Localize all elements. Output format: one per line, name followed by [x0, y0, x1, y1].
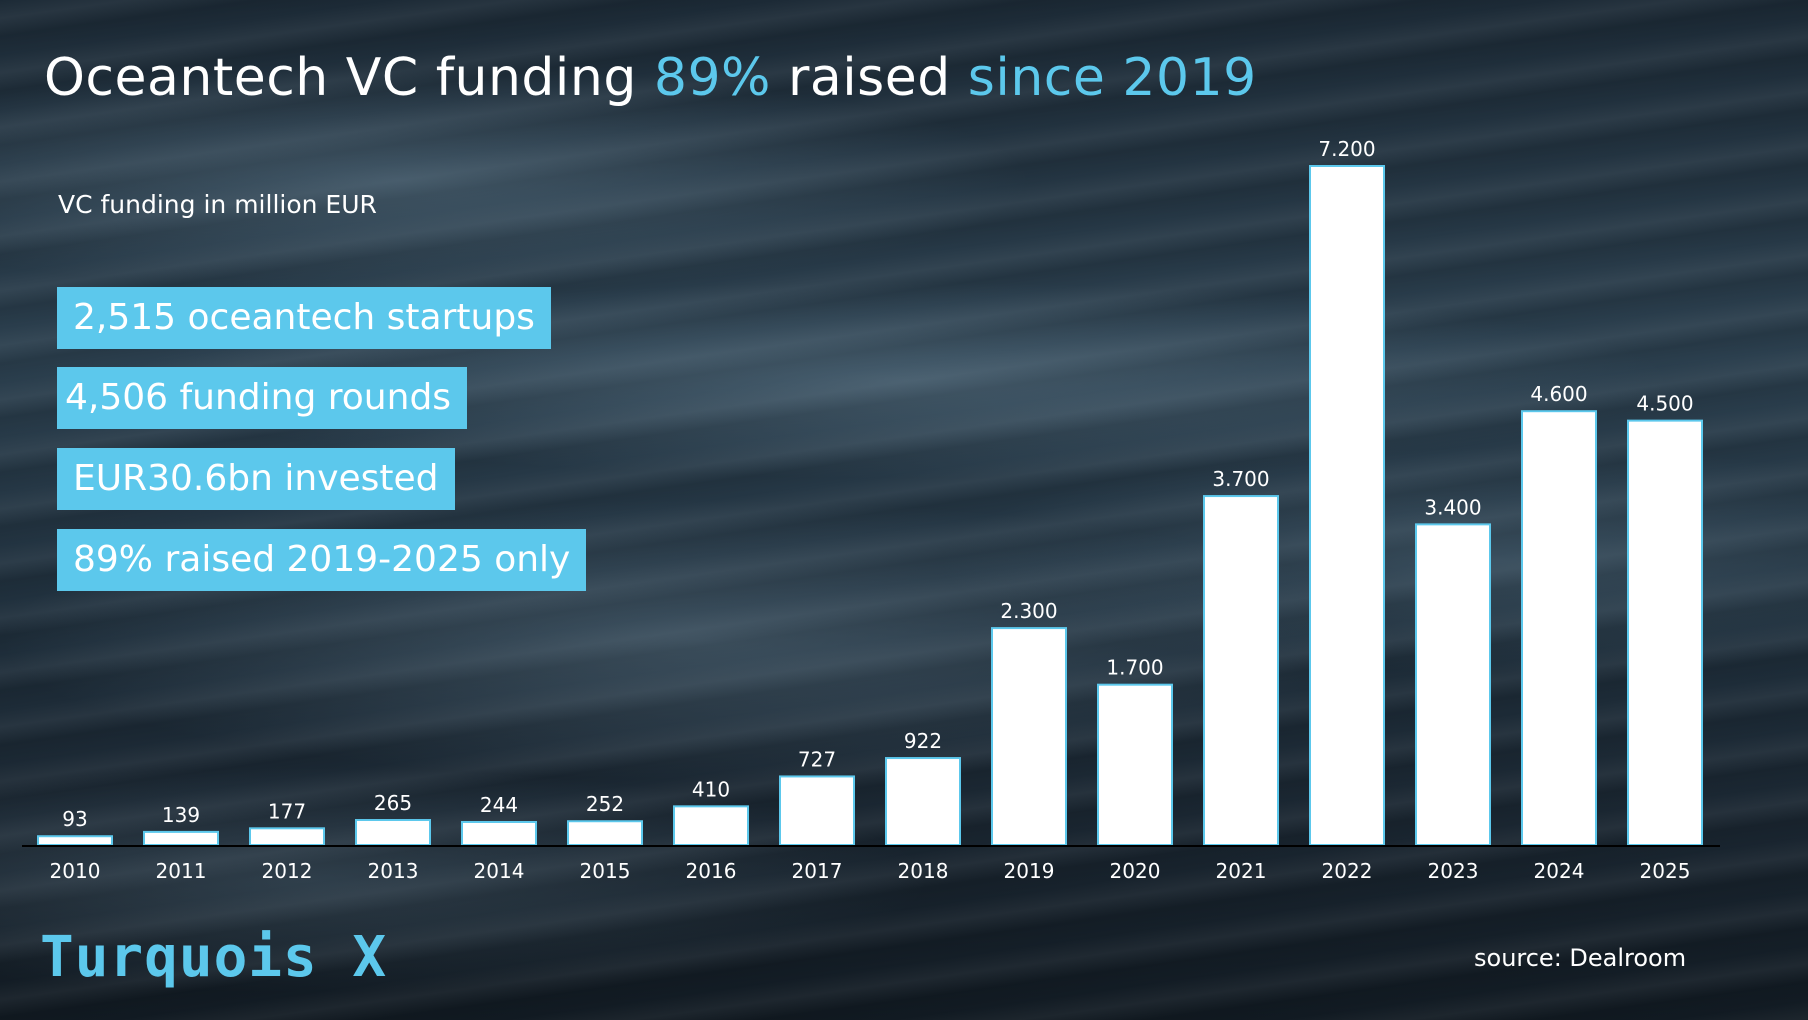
data-label-2014: 244: [480, 793, 518, 817]
data-label-2020: 1.700: [1106, 656, 1163, 680]
x-tick-label-2017: 2017: [792, 859, 843, 883]
y-axis-label: VC funding in million EUR: [58, 190, 377, 219]
data-label-2025: 4.500: [1636, 392, 1693, 416]
stat-badge-invested: EUR30.6bn invested: [57, 448, 455, 510]
bar-2015: [567, 820, 643, 846]
source-note: source: Dealroom: [1474, 944, 1687, 972]
bar-2016: [673, 805, 749, 846]
bar-2010: [37, 835, 113, 846]
x-tick-label-2015: 2015: [580, 859, 631, 883]
page-title: Oceantech VC funding 89% raised since 20…: [44, 48, 1257, 108]
data-label-2022: 7.200: [1318, 137, 1375, 161]
x-tick-label-2025: 2025: [1640, 859, 1691, 883]
stat-badge-rounds: 4,506 funding rounds: [57, 367, 468, 429]
brand-logo: Turquois X: [40, 925, 388, 990]
data-label-2019: 2.300: [1000, 599, 1057, 623]
data-label-2021: 3.700: [1212, 467, 1269, 491]
x-tick-label-2011: 2011: [156, 859, 207, 883]
data-label-2015: 252: [586, 792, 624, 816]
title-part-1: Oceantech VC funding: [44, 48, 654, 108]
x-tick-label-2020: 2020: [1110, 859, 1161, 883]
data-label-2011: 139: [162, 803, 200, 827]
x-tick-label-2016: 2016: [686, 859, 737, 883]
data-label-2012: 177: [268, 799, 306, 823]
bar-2025: [1627, 419, 1703, 846]
x-tick-label-2021: 2021: [1216, 859, 1267, 883]
bar-2011: [143, 830, 219, 847]
stat-badge-startups: 2,515 oceantech startups: [57, 287, 551, 349]
bar-2021: [1203, 495, 1279, 846]
title-part-3: raised: [770, 48, 968, 108]
x-tick-label-2018: 2018: [898, 859, 949, 883]
bar-group: 93 2010 139 2011 177 2012 265 2013 244 2014 252 201…: [37, 137, 1703, 883]
bar-2012: [249, 827, 325, 847]
bar-2022: [1309, 165, 1385, 846]
data-label-2018: 922: [904, 729, 942, 753]
x-tick-label-2024: 2024: [1534, 859, 1585, 883]
title-highlight-since: since 2019: [967, 48, 1257, 108]
bar-2019: [991, 627, 1067, 846]
stat-badge-share: 89% raised 2019-2025 only: [57, 529, 587, 591]
data-label-2023: 3.400: [1424, 495, 1481, 519]
x-tick-label-2010: 2010: [50, 859, 101, 883]
data-label-2013: 265: [374, 791, 412, 815]
bar-2014: [461, 820, 537, 846]
data-label-2024: 4.600: [1530, 382, 1587, 406]
bar-2018: [885, 757, 961, 847]
x-tick-label-2013: 2013: [368, 859, 419, 883]
data-label-2016: 410: [692, 777, 730, 801]
bar-2017: [779, 775, 855, 847]
x-tick-label-2019: 2019: [1004, 859, 1055, 883]
bar-2013: [355, 819, 431, 847]
bar-2024: [1521, 410, 1597, 846]
data-label-2010: 93: [62, 807, 87, 831]
x-tick-label-2014: 2014: [474, 859, 525, 883]
x-tick-label-2023: 2023: [1428, 859, 1479, 883]
data-label-2017: 727: [798, 747, 836, 771]
x-tick-label-2012: 2012: [262, 859, 313, 883]
bar-2020: [1097, 683, 1173, 846]
x-tick-label-2022: 2022: [1322, 859, 1373, 883]
bar-2023: [1415, 523, 1491, 846]
title-highlight-percent: 89%: [653, 48, 771, 108]
